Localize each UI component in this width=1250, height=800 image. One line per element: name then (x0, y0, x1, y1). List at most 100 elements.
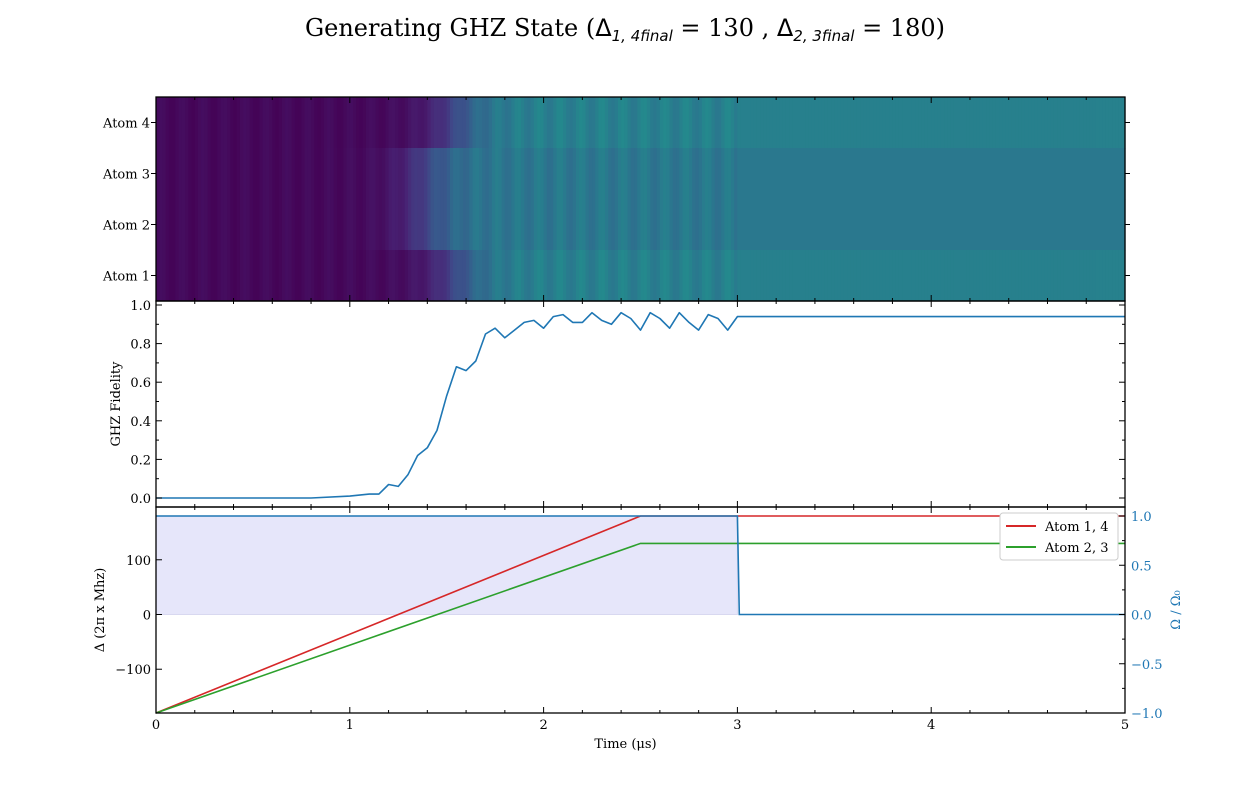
heatmap-cell (802, 250, 806, 302)
heatmap-cell (931, 250, 936, 302)
heatmap-cell (462, 199, 467, 251)
heatmap-cell (892, 199, 897, 251)
heatmap-cell (236, 199, 241, 251)
heatmap-cell (301, 148, 306, 200)
heatmap-cell (340, 199, 344, 251)
heatmap-cell (236, 148, 241, 200)
heatmap-cell (1073, 97, 1078, 149)
heatmap-cell (188, 250, 193, 302)
heatmap-cell (608, 199, 613, 251)
heatmap-cell (204, 148, 209, 200)
heatmap-cell (737, 199, 742, 251)
heatmap-cell (275, 97, 280, 149)
heatmap-cell (446, 199, 451, 251)
heatmap-cell (385, 97, 390, 149)
heatmap-cell (243, 250, 248, 302)
heatmap-cell (898, 97, 903, 149)
heatmap-cell (495, 97, 499, 149)
heatmap-cell (705, 148, 709, 200)
heatmap-cell (349, 97, 354, 149)
heatmap-cell (873, 97, 877, 149)
heatmap-cell (795, 97, 800, 149)
heatmap-cell (372, 199, 377, 251)
heatmap-cell (417, 199, 422, 251)
heatmap-cell (372, 250, 377, 302)
heatmap-cell (1089, 250, 1094, 302)
heatmap-cell (453, 148, 457, 200)
heatmap-cell (624, 199, 629, 251)
omega-fill (155, 515, 738, 615)
heatmap-cell (1063, 250, 1068, 302)
heatmap-cell (582, 97, 587, 149)
heatmap-cell (256, 148, 260, 200)
heatmap-cell (459, 250, 464, 302)
heatmap-cell (197, 199, 202, 251)
heatmap-cell (730, 97, 735, 149)
heatmap-cell (291, 199, 296, 251)
heatmap-cell (427, 148, 432, 200)
heatmap-cell (805, 97, 810, 149)
heatmap-cell (217, 199, 222, 251)
heatmap-cell (239, 250, 244, 302)
heatmap-cell (294, 199, 299, 251)
heatmap-cell (973, 97, 978, 149)
heatmap-cell (973, 199, 978, 251)
heatmap-cell (311, 97, 315, 149)
heatmap-cell (446, 97, 451, 149)
heatmap-cell (572, 148, 577, 200)
heatmap-cell (789, 250, 793, 302)
heatmap-cell (433, 199, 438, 251)
heatmap-cell (327, 97, 332, 149)
y-axis-label: GHZ Fidelity (109, 361, 124, 447)
heatmap-cell (908, 250, 913, 302)
heatmap-cell (614, 250, 619, 302)
heatmap-cell (718, 97, 722, 149)
heatmap-cell (1079, 97, 1084, 149)
heatmap-cell (453, 199, 457, 251)
heatmap-cell (982, 148, 987, 200)
heatmap-cell (672, 250, 677, 302)
heatmap-cell (388, 250, 393, 302)
heatmap-cell (1005, 199, 1010, 251)
heatmap-cell (905, 199, 910, 251)
heatmap-cell (989, 97, 994, 149)
heatmap-cell (634, 97, 638, 149)
heatmap-cell (533, 97, 538, 149)
heatmap-cell (353, 199, 357, 251)
heatmap-cell (220, 250, 225, 302)
heatmap-cell (1115, 199, 1120, 251)
heatmap-cell (714, 97, 719, 149)
heatmap-cell (1037, 97, 1042, 149)
heatmap-cell (902, 250, 906, 302)
heatmap-cell (860, 250, 864, 302)
heatmap-cell (340, 250, 344, 302)
heatmap-cell (895, 250, 900, 302)
heatmap-cell (837, 148, 842, 200)
heatmap-cell (617, 148, 622, 200)
detuning-panel: 0 1 2 3 4 5 −100 0 100 −1.0 −0.5 0.0 0.5 1.0 Time (μs)… (93, 506, 1184, 752)
heatmap-cell (230, 148, 235, 200)
heatmap-cell (860, 148, 864, 200)
heatmap-cell (831, 97, 835, 149)
heatmap-cell (294, 148, 299, 200)
heatmap-cell (511, 250, 516, 302)
heatmap-cell (572, 250, 577, 302)
heatmap-cell (685, 148, 690, 200)
heatmap-cell (546, 148, 551, 200)
heatmap-cell (197, 97, 202, 149)
heatmap-cell (734, 148, 738, 200)
heatmap-cell (924, 97, 929, 149)
heatmap-cell (272, 199, 277, 251)
heatmap-cell (414, 97, 419, 149)
heatmap-cell (682, 199, 687, 251)
heatmap-cell (1018, 250, 1023, 302)
heatmap-cell (440, 148, 445, 200)
heatmap-cell (391, 97, 396, 149)
heatmap-cell (294, 97, 299, 149)
heatmap-cell (498, 97, 503, 149)
heatmap-cell (1024, 97, 1029, 149)
heatmap-cell (598, 97, 603, 149)
heatmap-cell (695, 148, 700, 200)
heatmap-cell (1063, 199, 1068, 251)
heatmap-cell (921, 97, 926, 149)
